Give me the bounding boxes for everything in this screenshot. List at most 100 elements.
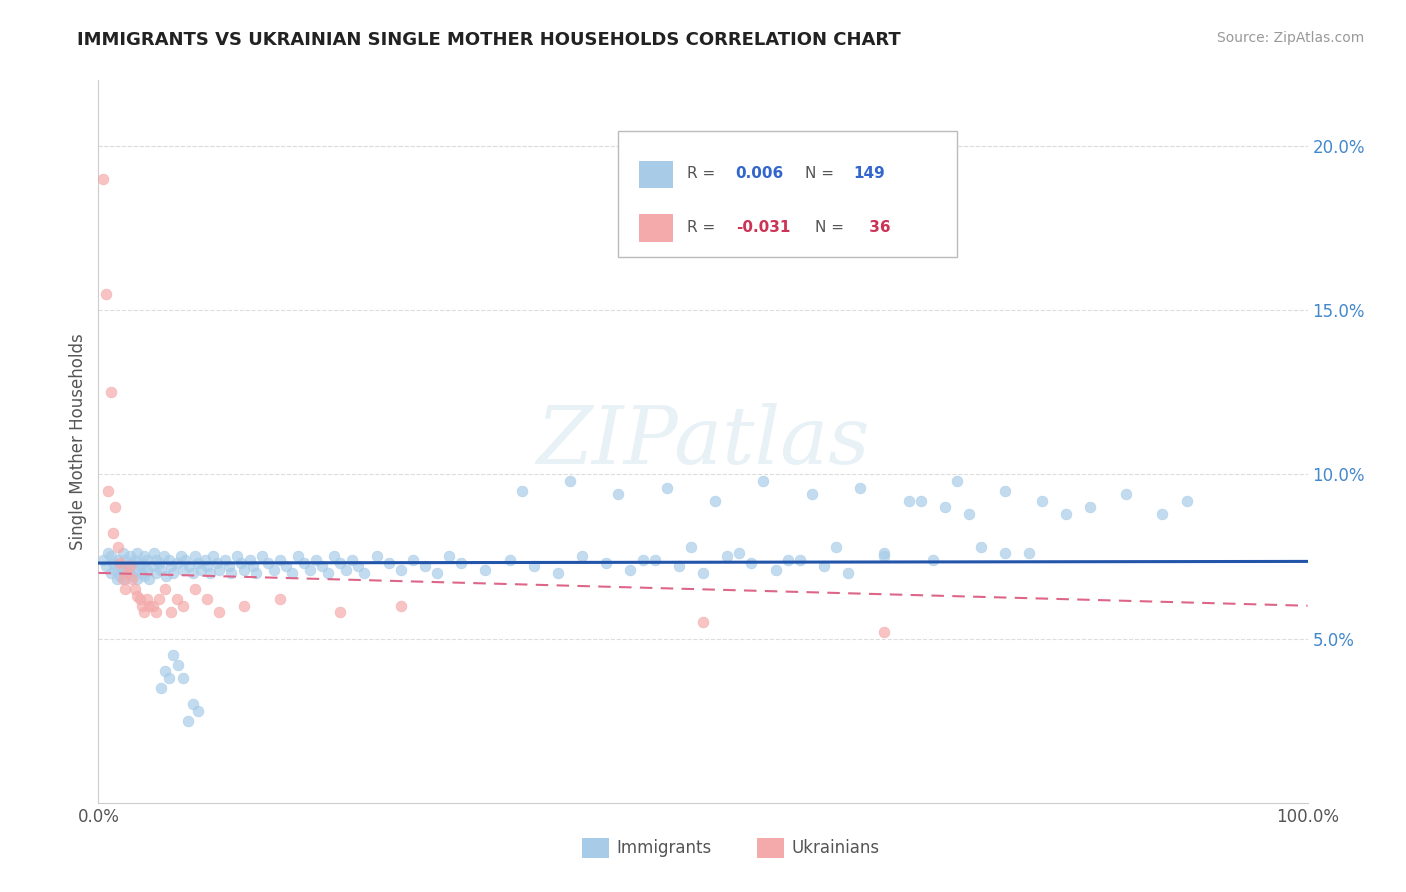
Point xyxy=(510,483,533,498)
Point xyxy=(97,483,120,498)
Point xyxy=(873,546,896,560)
Point xyxy=(1054,507,1077,521)
Point xyxy=(134,549,156,564)
Text: Ukrainians: Ukrainians xyxy=(792,839,879,857)
Point xyxy=(250,549,273,564)
Point xyxy=(910,493,932,508)
Point xyxy=(166,592,188,607)
Point xyxy=(172,563,194,577)
Point xyxy=(1031,493,1053,508)
Point xyxy=(134,605,156,619)
Point xyxy=(679,540,702,554)
Point xyxy=(135,563,157,577)
Point xyxy=(198,566,221,580)
Point xyxy=(134,569,156,583)
Point xyxy=(118,559,141,574)
Text: N =: N = xyxy=(815,220,845,235)
Point xyxy=(232,563,254,577)
Point xyxy=(160,605,183,619)
Point xyxy=(619,563,641,577)
Point xyxy=(389,599,412,613)
Point xyxy=(413,559,436,574)
Point xyxy=(323,549,346,564)
Point xyxy=(221,566,243,580)
Point xyxy=(218,559,240,574)
Point xyxy=(114,573,136,587)
Point xyxy=(143,546,166,560)
Point xyxy=(100,566,122,580)
Point xyxy=(1115,487,1137,501)
Point xyxy=(921,553,943,567)
Text: 0.006: 0.006 xyxy=(735,166,785,181)
Point xyxy=(316,566,339,580)
Point xyxy=(101,556,124,570)
Point xyxy=(184,582,207,597)
Point xyxy=(335,563,357,577)
Point xyxy=(184,549,207,564)
Text: 149: 149 xyxy=(853,166,884,181)
Point xyxy=(107,553,129,567)
Point xyxy=(127,589,149,603)
Point xyxy=(91,171,114,186)
Point xyxy=(311,559,333,574)
Point xyxy=(100,549,122,564)
Point xyxy=(195,592,218,607)
Point xyxy=(162,648,184,662)
Point xyxy=(450,556,472,570)
Point xyxy=(970,540,993,554)
Point xyxy=(172,599,194,613)
Point xyxy=(111,573,134,587)
Point xyxy=(135,553,157,567)
Point xyxy=(437,549,460,564)
Point xyxy=(138,573,160,587)
Point xyxy=(299,563,322,577)
Point xyxy=(607,487,630,501)
Point xyxy=(114,582,136,597)
Point xyxy=(131,566,153,580)
Point xyxy=(329,605,352,619)
Point xyxy=(127,546,149,560)
Point xyxy=(474,563,496,577)
Point xyxy=(274,559,297,574)
Text: R =: R = xyxy=(688,166,720,181)
Point xyxy=(740,556,762,570)
Point xyxy=(849,481,872,495)
Point xyxy=(107,540,129,554)
Point xyxy=(946,474,969,488)
Point xyxy=(347,559,370,574)
Point xyxy=(111,546,134,560)
Point xyxy=(194,553,217,567)
Point xyxy=(187,556,209,570)
Point xyxy=(595,556,617,570)
Point xyxy=(353,566,375,580)
Point xyxy=(994,546,1017,560)
Point xyxy=(138,599,160,613)
Point xyxy=(187,704,209,718)
Bar xyxy=(638,214,673,242)
FancyBboxPatch shape xyxy=(619,131,957,257)
Point xyxy=(716,549,738,564)
Point xyxy=(292,556,315,570)
Text: N =: N = xyxy=(804,166,834,181)
Point xyxy=(108,556,131,570)
Point xyxy=(118,566,141,580)
Point xyxy=(897,493,920,508)
Point xyxy=(214,553,236,567)
Point xyxy=(127,573,149,587)
Point xyxy=(232,599,254,613)
Point xyxy=(94,286,117,301)
Point xyxy=(179,559,201,574)
Point xyxy=(124,582,146,597)
Bar xyxy=(758,838,785,858)
Point xyxy=(825,540,848,554)
Point xyxy=(181,698,204,712)
Point xyxy=(692,615,714,630)
Point xyxy=(1152,507,1174,521)
Point xyxy=(934,500,956,515)
Bar xyxy=(582,838,609,858)
Point xyxy=(100,385,122,400)
Point xyxy=(813,559,835,574)
Point xyxy=(141,559,163,574)
Point xyxy=(172,671,194,685)
Point xyxy=(128,559,150,574)
